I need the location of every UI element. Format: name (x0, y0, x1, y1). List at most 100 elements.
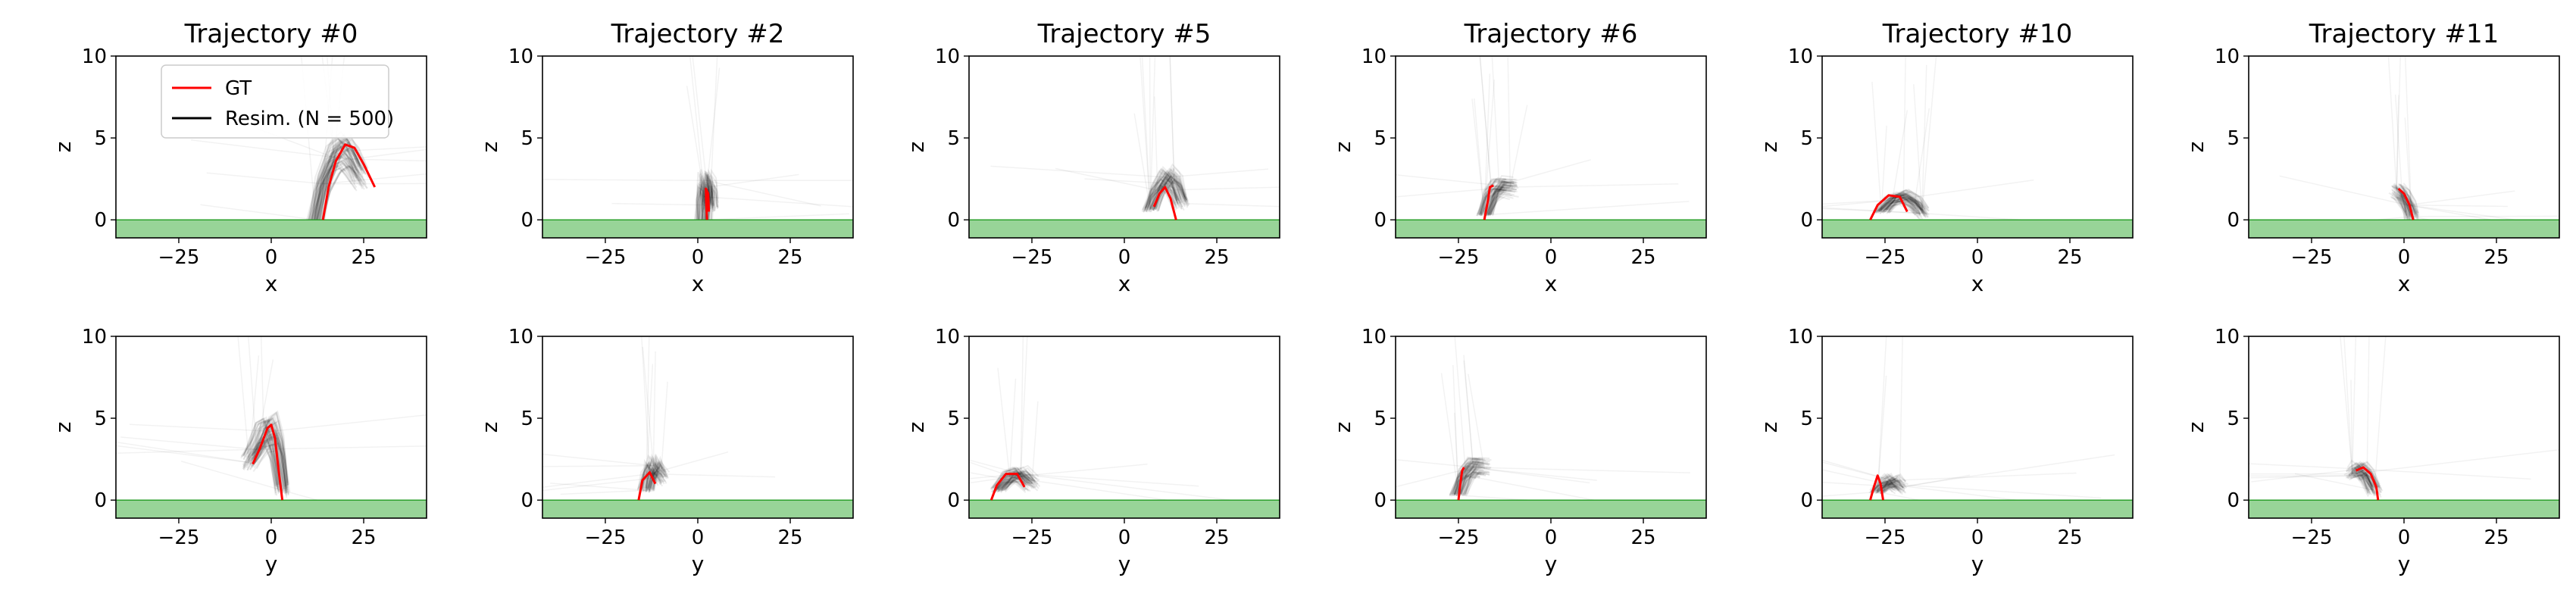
resim-trace (642, 462, 660, 492)
resim-outlier-trace (1009, 476, 1190, 504)
resim-trace (1885, 479, 1906, 493)
resim-trace (2393, 195, 2411, 220)
resim-outlier-trace (645, 336, 650, 491)
resim-outlier-trace (1483, 73, 1491, 215)
resim-trace (319, 164, 364, 220)
x-tick-label: 25 (351, 526, 376, 549)
resim-trace (1144, 168, 1177, 209)
resim-trace (242, 416, 278, 487)
resim-trace (2351, 470, 2376, 495)
z-tick-label: 5 (947, 127, 960, 150)
resim-trace (1870, 480, 1896, 494)
x-tick-label: 25 (2484, 246, 2509, 269)
resim-trace (702, 173, 714, 220)
resim-trace (2348, 468, 2372, 490)
z-axis-label: z (1757, 422, 1782, 433)
resim-trace (1492, 193, 1519, 217)
resim-trace (1872, 479, 1897, 492)
resim-trace (1453, 473, 1480, 496)
resim-trace (696, 186, 704, 220)
resim-trace (1147, 168, 1181, 208)
resim-trace (1879, 484, 1905, 495)
resim-trace (2391, 185, 2411, 215)
x-axis-label: y (2398, 551, 2411, 576)
resim-trace (255, 411, 289, 483)
resim-trace (1486, 189, 1512, 217)
resim-trace (311, 145, 357, 220)
plot-area (1822, 56, 2133, 238)
resim-trace (1882, 198, 1925, 214)
resim-trace (1490, 186, 1517, 215)
resim-trace (1888, 194, 1927, 216)
resim-trace (2348, 471, 2370, 496)
resim-trace (1477, 180, 1505, 215)
resim-trace (2349, 465, 2374, 488)
resim-trace (2394, 196, 2411, 217)
resim-trace (2346, 466, 2369, 495)
plot-area (969, 336, 1280, 518)
resim-trace (311, 139, 357, 220)
resim-trace (696, 182, 705, 220)
resim-trace (1453, 462, 1483, 495)
resim-outlier-trace (1055, 167, 1158, 192)
resim-trace (709, 185, 719, 220)
resim-outlier-trace (709, 56, 718, 205)
resim-trace (1450, 468, 1478, 495)
resim-outlier-trace (1822, 461, 1893, 482)
x-tick-label: −25 (585, 246, 627, 269)
resim-trace (1887, 197, 1927, 218)
resim-outlier-trace (1913, 84, 1923, 214)
resim-trace (1881, 479, 1904, 492)
x-tick-label: −25 (1438, 246, 1480, 269)
resim-trace (696, 188, 704, 220)
resim-trace (2351, 468, 2374, 495)
resim-trace (2357, 461, 2380, 488)
resim-outlier-trace (2404, 117, 2412, 217)
resim-outlier-trace (2407, 190, 2515, 206)
resim-trace (2351, 462, 2374, 491)
resim-trace (1480, 189, 1505, 217)
resim-trace (1876, 483, 1900, 494)
resim-trace (2391, 192, 2406, 214)
resim-trace (313, 143, 362, 220)
resim-trace (1879, 189, 1924, 211)
resim-trace (1485, 190, 1511, 216)
gt-trajectory (1483, 184, 1494, 220)
resim-trace (2402, 185, 2418, 214)
z-tick-label: 0 (94, 209, 107, 232)
resim-outlier-trace (255, 359, 274, 450)
resim-trace (1001, 470, 1039, 489)
plot-area (1822, 336, 2133, 518)
resim-trace (1480, 188, 1506, 216)
resim-trace (1880, 194, 1922, 213)
z-tick-label: 5 (94, 127, 107, 150)
resim-outlier-trace (1499, 159, 1592, 186)
resim-outlier-trace (542, 476, 661, 492)
resim-outlier-trace (686, 86, 705, 198)
resim-trace (997, 475, 1032, 493)
resim-trace (247, 416, 284, 492)
resim-outlier-trace (1140, 56, 1151, 211)
resim-outlier-trace (237, 336, 250, 463)
resim-trace (1880, 480, 1904, 493)
z-tick-label: 0 (2227, 209, 2240, 232)
resim-trace (1884, 479, 1909, 494)
resim-trace (698, 181, 706, 220)
gt-trajectory (1152, 186, 1177, 220)
resim-trace (1887, 195, 1929, 218)
resim-trace (648, 467, 665, 492)
resim-trace (637, 462, 655, 490)
resim-outlier-trace (343, 146, 427, 152)
resim-trace (2346, 459, 2370, 486)
resim-trace (1152, 174, 1190, 210)
resim-trace (2403, 193, 2420, 220)
resim-trace (2390, 185, 2407, 212)
resim-outlier-trace (1822, 481, 1900, 488)
resim-trace (1888, 199, 1927, 215)
resim-trace (254, 420, 289, 486)
resim-trace (996, 470, 1029, 489)
resim-trace (1005, 470, 1037, 490)
resim-trace (990, 467, 1026, 489)
resim-trace (1483, 195, 1510, 217)
z-axis-label: z (51, 142, 76, 153)
